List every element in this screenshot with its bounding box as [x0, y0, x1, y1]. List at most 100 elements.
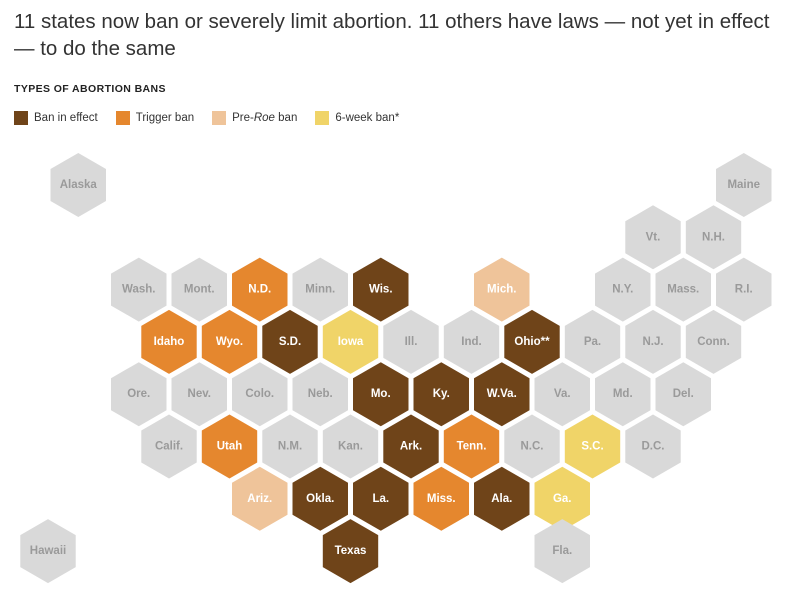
- state-hex-shape: [262, 309, 318, 374]
- state-label: Del.: [673, 388, 694, 400]
- state-label: S.C.: [581, 441, 603, 453]
- legend-label-preroe-italic: Roe: [253, 112, 275, 124]
- state-label: Mich.: [487, 284, 516, 296]
- state-hex-s-c[interactable]: S.C.: [564, 414, 621, 479]
- state-hex-vt[interactable]: Vt.: [625, 205, 681, 270]
- state-hex-pa[interactable]: Pa.: [564, 309, 621, 374]
- state-hex-ga[interactable]: Ga.: [534, 466, 591, 531]
- state-hex-n-h[interactable]: N.H.: [685, 205, 742, 270]
- state-hex-va[interactable]: Va.: [534, 362, 591, 427]
- state-hex-ind[interactable]: Ind.: [443, 309, 500, 374]
- state-hex-shape: [474, 257, 530, 322]
- state-hex-tenn[interactable]: Tenn.: [443, 414, 500, 479]
- state-hex-conn[interactable]: Conn.: [685, 309, 742, 374]
- legend-label-sixweek: 6-week ban*: [335, 112, 400, 124]
- state-hex-shape: [716, 257, 772, 322]
- state-label: Ala.: [491, 493, 512, 505]
- legend-label-ban: Ban in effect: [34, 112, 98, 124]
- state-hex-n-y[interactable]: N.Y.: [595, 257, 651, 322]
- state-hex-ill[interactable]: Ill.: [383, 309, 439, 374]
- state-hex-texas[interactable]: Texas: [322, 519, 379, 584]
- state-hex-ala[interactable]: Ala.: [474, 466, 530, 531]
- state-hex-ky[interactable]: Ky.: [413, 362, 470, 427]
- state-label: Vt.: [646, 231, 661, 243]
- state-hex-del[interactable]: Del.: [655, 362, 712, 427]
- state-hex-kan[interactable]: Kan.: [322, 414, 379, 479]
- state-hex-shape: [595, 257, 651, 322]
- state-hex-shape: [413, 466, 469, 531]
- state-hex-shape: [655, 362, 711, 427]
- state-hex-wis[interactable]: Wis.: [353, 257, 409, 322]
- state-hex-n-d[interactable]: N.D.: [232, 257, 288, 322]
- legend-title: TYPES OF ABORTION BANS: [14, 83, 166, 95]
- state-hex-shape: [322, 414, 379, 479]
- state-hex-neb[interactable]: Neb.: [292, 362, 349, 427]
- state-label: N.C.: [521, 441, 544, 453]
- state-hex-mich[interactable]: Mich.: [474, 257, 530, 322]
- state-hex-shape: [353, 466, 409, 531]
- state-hex-shape: [474, 362, 530, 427]
- state-hex-shape: [171, 362, 227, 427]
- state-hex-ore[interactable]: Ore.: [111, 362, 167, 427]
- state-hex-shape: [353, 257, 409, 322]
- state-hex-r-i[interactable]: R.I.: [716, 257, 772, 322]
- state-hex-shape: [443, 414, 500, 479]
- state-hex-shape: [474, 466, 530, 531]
- state-label: Ariz.: [247, 493, 272, 505]
- state-hex-idaho[interactable]: Idaho: [141, 309, 197, 374]
- state-hex-s-d[interactable]: S.D.: [262, 309, 318, 374]
- state-hex-la[interactable]: La.: [353, 466, 409, 531]
- state-hex-wyo[interactable]: Wyo.: [201, 309, 258, 374]
- state-hex-ariz[interactable]: Ariz.: [232, 466, 288, 531]
- state-hex-mont[interactable]: Mont.: [171, 257, 228, 322]
- state-hex-shape: [534, 466, 590, 531]
- state-hex-d-c[interactable]: D.C.: [625, 414, 681, 479]
- state-hex-miss[interactable]: Miss.: [413, 466, 470, 531]
- state-hex-shape: [655, 257, 711, 322]
- state-hex-n-m[interactable]: N.M.: [262, 414, 318, 479]
- state-hex-ohio[interactable]: Ohio**: [504, 309, 560, 374]
- state-hex-w-va[interactable]: W.Va.: [474, 362, 530, 427]
- state-hex-hawaii[interactable]: Hawaii: [20, 519, 76, 584]
- state-label: D.C.: [642, 441, 665, 453]
- state-label: N.M.: [278, 441, 302, 453]
- state-hex-utah[interactable]: Utah: [201, 414, 258, 479]
- state-hex-shape: [232, 362, 288, 427]
- legend-item-trigger: Trigger ban: [115, 111, 194, 125]
- state-hex-fla[interactable]: Fla.: [534, 519, 591, 584]
- state-hex-nev[interactable]: Nev.: [171, 362, 228, 427]
- legend-swatch-trigger: [115, 111, 130, 125]
- state-label: Miss.: [427, 493, 456, 505]
- state-label: N.Y.: [612, 284, 633, 296]
- state-hex-md[interactable]: Md.: [595, 362, 651, 427]
- state-hex-mo[interactable]: Mo.: [353, 362, 409, 427]
- state-hex-maine[interactable]: Maine: [716, 153, 772, 217]
- state-hex-iowa[interactable]: Iowa: [322, 309, 379, 374]
- state-label: Iowa: [338, 336, 364, 348]
- state-hex-shape: [20, 519, 76, 584]
- state-hex-shape: [292, 362, 348, 427]
- state-hex-okla[interactable]: Okla.: [292, 466, 349, 531]
- legend-swatch-sixweek: [315, 111, 330, 125]
- state-label: Mass.: [667, 284, 699, 296]
- state-hex-shape: [201, 414, 258, 479]
- legend-item-sixweek: 6-week ban*: [315, 111, 399, 125]
- state-hex-n-j[interactable]: N.J.: [625, 309, 681, 374]
- state-hex-mass[interactable]: Mass.: [655, 257, 712, 322]
- state-hex-shape: [534, 519, 590, 584]
- state-label: Tenn.: [457, 441, 487, 453]
- state-hex-calif[interactable]: Calif.: [141, 414, 197, 479]
- state-hex-shape: [625, 309, 681, 374]
- state-hex-wash[interactable]: Wash.: [111, 257, 167, 322]
- state-label: R.I.: [735, 284, 753, 296]
- state-hex-shape: [292, 466, 348, 531]
- state-hex-ark[interactable]: Ark.: [383, 414, 439, 479]
- state-hex-shape: [353, 362, 409, 427]
- state-hex-alaska[interactable]: Alaska: [50, 153, 107, 217]
- state-hex-n-c[interactable]: N.C.: [504, 414, 560, 479]
- state-hex-colo[interactable]: Colo.: [232, 362, 288, 427]
- state-hex-shape: [625, 205, 681, 270]
- state-hex-minn[interactable]: Minn.: [292, 257, 349, 322]
- chart-title: 11 states now ban or severely limit abor…: [14, 10, 770, 60]
